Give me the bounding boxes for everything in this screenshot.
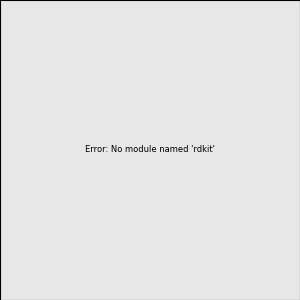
- Text: Error: No module named 'rdkit': Error: No module named 'rdkit': [85, 146, 215, 154]
